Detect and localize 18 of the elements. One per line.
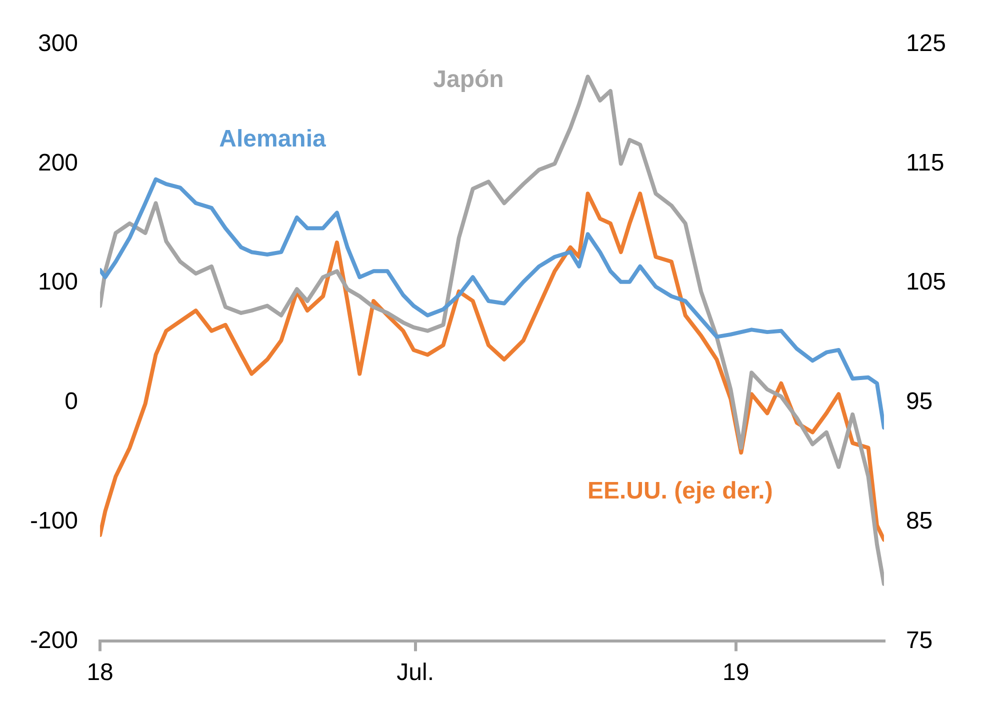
x-tick-label: Jul. bbox=[396, 659, 434, 686]
y-tick-label: -200 bbox=[30, 626, 78, 654]
y2-tick-label: 95 bbox=[906, 388, 933, 416]
x-tick-label: 19 bbox=[722, 659, 750, 686]
y-tick-label: 200 bbox=[38, 149, 78, 176]
y2-tick-label: 115 bbox=[906, 149, 944, 176]
y-tick-label: 0 bbox=[64, 388, 78, 416]
y-tick-label: -100 bbox=[30, 507, 78, 534]
text: Alemania bbox=[219, 126, 326, 153]
y-tick-label: 100 bbox=[38, 268, 78, 296]
x-tick-label: 18 bbox=[86, 659, 114, 686]
y-tick-label: 300 bbox=[38, 30, 78, 58]
text: Japón bbox=[433, 66, 504, 93]
y2-tick-label: 85 bbox=[906, 507, 933, 534]
y2-tick-label: 75 bbox=[906, 626, 933, 654]
series-label: EE.UU. (eje der.) bbox=[587, 478, 773, 505]
y2-tick-label: 105 bbox=[906, 268, 946, 296]
y2-tick-label: 125 bbox=[906, 30, 946, 58]
